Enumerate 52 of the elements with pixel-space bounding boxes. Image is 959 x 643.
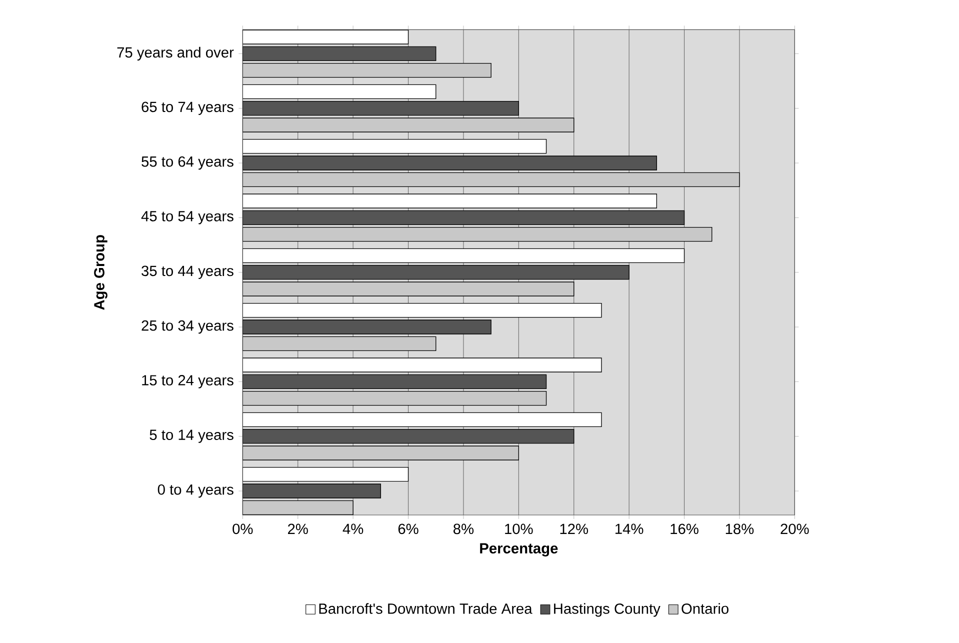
bar [242, 118, 574, 132]
bar [242, 484, 382, 498]
bar [242, 210, 685, 226]
bar [242, 84, 436, 100]
bar [242, 467, 409, 482]
x-tick-label: 2% [288, 524, 308, 534]
bar [242, 412, 602, 428]
x-tick-label: 8% [454, 524, 474, 534]
x-tick-label: 16% [670, 524, 698, 534]
x-tick-label: 14% [616, 524, 644, 534]
y-tick-label: 25 to 34 years [142, 320, 234, 334]
bar [242, 282, 574, 296]
bar [242, 46, 436, 62]
bar [242, 429, 574, 444]
bar [242, 139, 547, 154]
y-axis-title: Age Group [94, 235, 108, 310]
y-tick-label: 5 to 14 years [150, 430, 234, 443]
x-tick-label: 6% [398, 524, 418, 534]
y-tick-label: 55 to 64 years [142, 156, 234, 170]
bar [242, 63, 492, 78]
bar [242, 248, 685, 264]
bar [242, 336, 436, 352]
y-tick-label: 0 to 4 years [158, 484, 234, 498]
bar [242, 30, 409, 44]
bar [242, 446, 520, 460]
legend-label: Ontario [682, 603, 728, 614]
y-tick-label: 35 to 44 years [142, 266, 234, 279]
bar [242, 320, 492, 334]
x-tick-label: 0% [232, 524, 253, 534]
x-tick-label: 18% [726, 524, 754, 534]
x-tick-label: 12% [560, 524, 588, 534]
legend-label: Bancroft's Downtown Trade Area [319, 603, 532, 614]
x-tick-label: 20% [780, 524, 809, 534]
bar [242, 172, 740, 188]
y-tick-label: 45 to 54 years [141, 211, 234, 224]
y-tick-label: 75 years and over [117, 46, 234, 61]
bar [242, 358, 602, 372]
x-tick-label: 4% [342, 524, 364, 534]
y-tick-label: 65 to 74 years [142, 102, 234, 115]
bar [242, 227, 712, 242]
bar [242, 303, 602, 318]
y-tick-label: 15 to 24 years [142, 375, 234, 388]
x-axis-title: Percentage [480, 543, 558, 556]
bar [242, 156, 658, 170]
bar [242, 194, 658, 208]
bar [242, 391, 547, 406]
legend-label: Hastings County [554, 603, 660, 617]
x-tick-label: 10% [505, 524, 533, 534]
bar [242, 374, 547, 390]
bar [242, 265, 630, 280]
bar [242, 101, 520, 116]
bar [242, 500, 354, 516]
